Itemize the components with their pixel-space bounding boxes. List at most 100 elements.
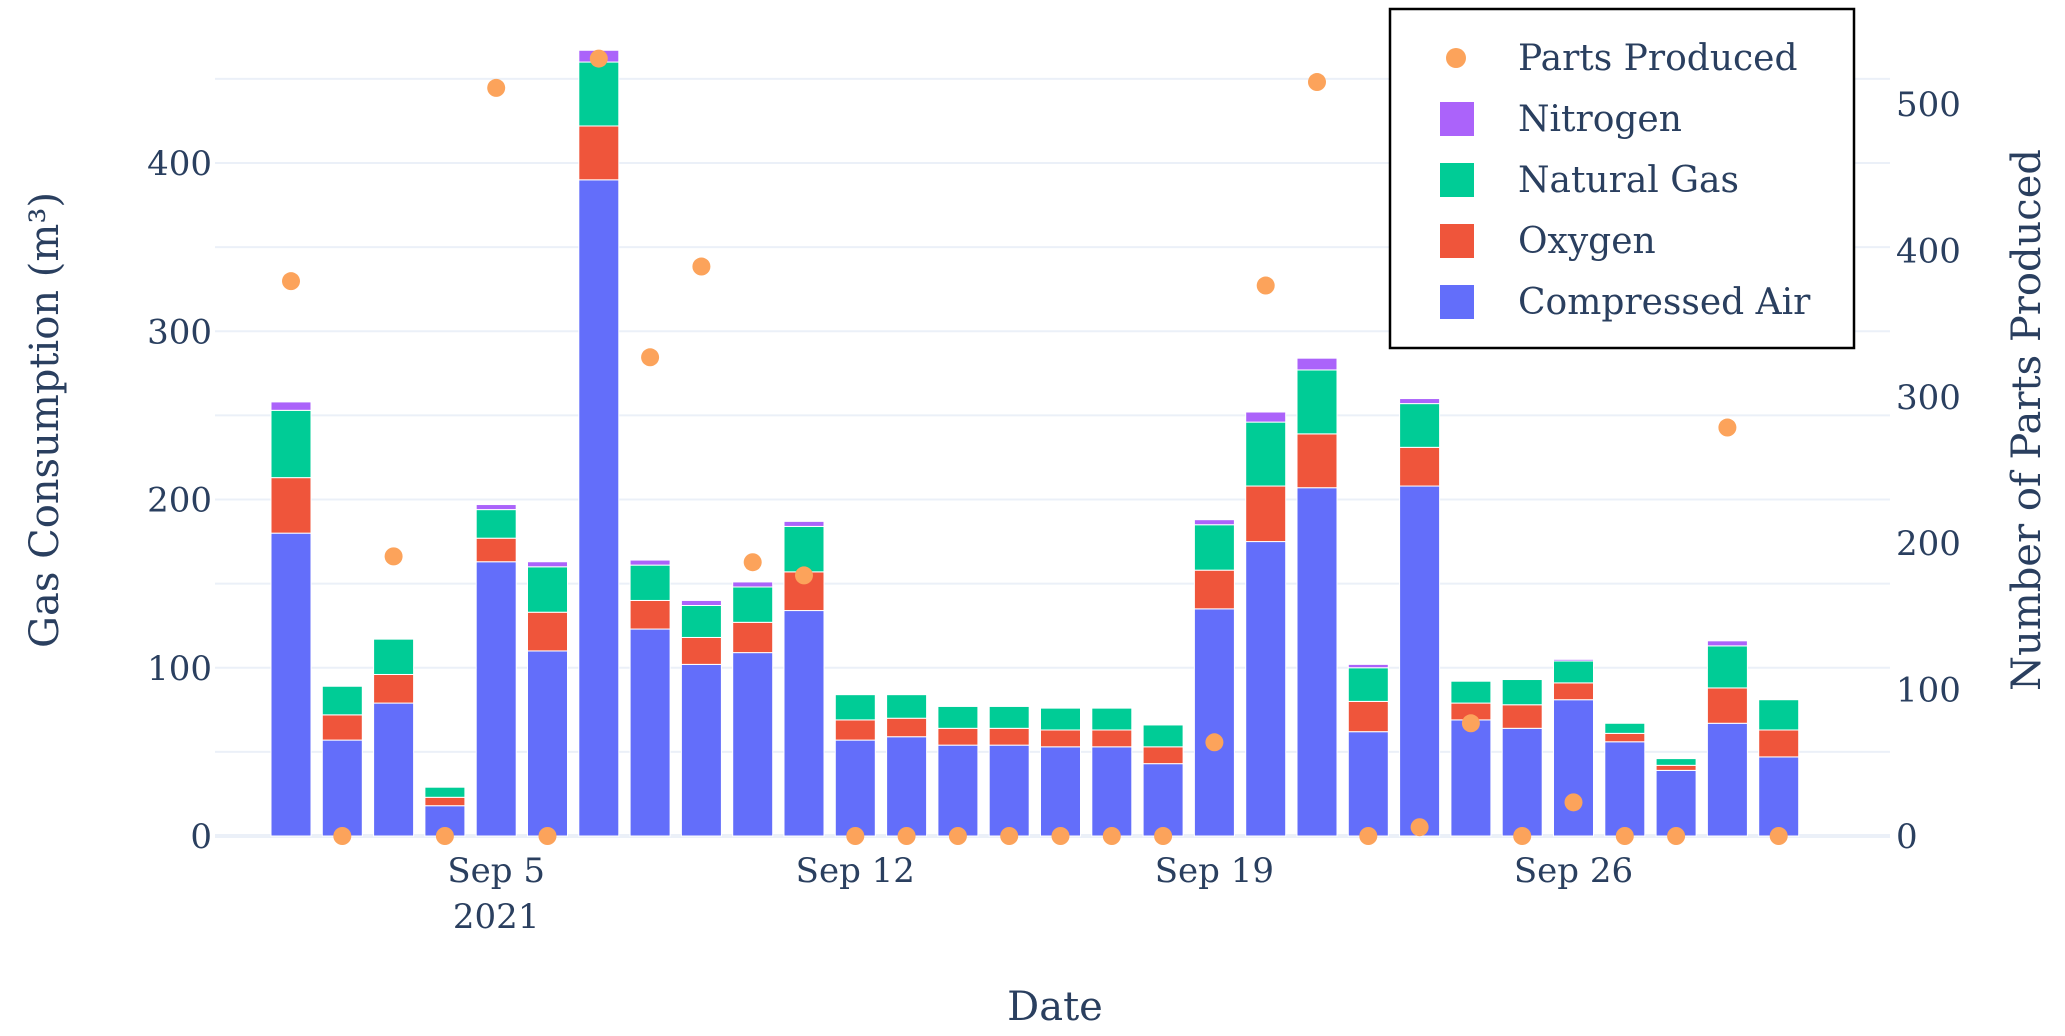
bar-nitrogen bbox=[270, 401, 312, 411]
bar-nitrogen bbox=[1347, 663, 1389, 669]
parts-produced-point bbox=[692, 257, 711, 276]
bar-nitrogen bbox=[629, 559, 671, 566]
parts-produced-point bbox=[1154, 827, 1173, 845]
parts-produced-point bbox=[1359, 827, 1378, 845]
bar-oxygen bbox=[475, 537, 517, 563]
y-tick-label: 200 bbox=[147, 481, 212, 521]
bar-oxygen bbox=[270, 477, 312, 534]
parts-produced-point bbox=[333, 827, 352, 845]
bar-oxygen bbox=[1040, 729, 1081, 748]
bar-oxygen bbox=[1142, 746, 1184, 765]
y2-axis-title: Number of Parts Produced bbox=[2004, 149, 2050, 691]
parts-produced-point bbox=[897, 827, 916, 845]
bar-nitrogen bbox=[1296, 357, 1338, 371]
bar-nitrogen bbox=[1193, 519, 1235, 526]
bar-oxygen bbox=[1553, 682, 1594, 701]
legend-swatch-compressed-air bbox=[1440, 285, 1474, 319]
y-tick-label: 300 bbox=[147, 312, 212, 352]
bar-natural-gas bbox=[1501, 679, 1543, 706]
parts-produced-point bbox=[1564, 793, 1583, 812]
legend-marker-parts-produced bbox=[1446, 48, 1466, 68]
parts-produced-point bbox=[795, 566, 813, 585]
bar-compressed-air bbox=[680, 663, 722, 837]
bar-compressed-air bbox=[578, 179, 620, 837]
bar-compressed-air bbox=[1091, 746, 1133, 837]
bar-natural-gas bbox=[373, 638, 415, 675]
bar-compressed-air bbox=[732, 652, 774, 837]
parts-produced-point bbox=[384, 547, 403, 566]
x-tick-label: Sep 5 bbox=[447, 851, 545, 891]
bar-natural-gas bbox=[1193, 524, 1235, 571]
bar-natural-gas bbox=[1142, 724, 1184, 748]
bar-oxygen bbox=[629, 599, 671, 630]
bar-oxygen bbox=[527, 611, 568, 652]
bar-oxygen bbox=[834, 719, 876, 741]
x-tick-sublabel: 2021 bbox=[453, 897, 540, 937]
parts-produced-point bbox=[1615, 827, 1634, 845]
bar-compressed-air bbox=[1553, 699, 1594, 837]
bar-compressed-air bbox=[886, 736, 928, 837]
scatter-layer bbox=[282, 49, 1788, 845]
bar-compressed-air bbox=[1706, 722, 1748, 837]
bar-natural-gas bbox=[732, 586, 774, 623]
parts-produced-point bbox=[846, 827, 865, 845]
bar-nitrogen bbox=[732, 581, 774, 588]
bar-compressed-air bbox=[783, 610, 825, 837]
bar-compressed-air bbox=[629, 628, 671, 837]
bar-compressed-air bbox=[321, 739, 363, 837]
bar-oxygen bbox=[680, 636, 722, 665]
bar-oxygen bbox=[937, 727, 979, 746]
legend-label: Parts Produced bbox=[1518, 38, 1798, 79]
parts-produced-point bbox=[1308, 73, 1326, 92]
y2-tick-label: 500 bbox=[1896, 85, 1961, 125]
bar-nitrogen bbox=[475, 504, 517, 511]
bar-natural-gas bbox=[680, 604, 722, 638]
y2-tick-label: 100 bbox=[1896, 671, 1961, 711]
bar-oxygen bbox=[424, 796, 466, 807]
y2-tick-label: 300 bbox=[1896, 378, 1961, 418]
bar-natural-gas bbox=[1296, 369, 1338, 435]
bar-natural-gas bbox=[937, 705, 979, 729]
legend-swatch-oxygen bbox=[1440, 224, 1474, 258]
bar-compressed-air bbox=[1296, 487, 1338, 837]
bar-compressed-air bbox=[527, 650, 568, 837]
bar-compressed-air bbox=[834, 739, 876, 837]
parts-produced-point bbox=[487, 78, 506, 97]
bar-oxygen bbox=[1604, 732, 1646, 743]
bar-compressed-air bbox=[988, 744, 1030, 837]
bar-natural-gas bbox=[270, 409, 312, 479]
bar-compressed-air bbox=[1655, 769, 1697, 837]
bar-natural-gas bbox=[629, 564, 671, 601]
bar-natural-gas bbox=[1040, 707, 1081, 731]
bar-oxygen bbox=[1245, 485, 1287, 543]
parts-produced-point bbox=[435, 827, 454, 845]
legend-label: Compressed Air bbox=[1518, 282, 1811, 323]
parts-produced-point bbox=[1667, 827, 1686, 845]
bar-compressed-air bbox=[1758, 756, 1800, 837]
bar-natural-gas bbox=[1450, 680, 1492, 704]
legend-label: Natural Gas bbox=[1518, 160, 1739, 201]
bar-oxygen bbox=[1758, 729, 1800, 758]
bar-compressed-air bbox=[937, 744, 979, 837]
parts-produced-point bbox=[538, 827, 557, 845]
bar-oxygen bbox=[1296, 433, 1338, 489]
bar-compressed-air bbox=[1450, 719, 1492, 837]
bar-natural-gas bbox=[527, 566, 568, 613]
legend-swatch-nitrogen bbox=[1440, 102, 1474, 136]
bars-layer bbox=[270, 49, 1800, 837]
bar-compressed-air bbox=[270, 532, 312, 837]
bar-natural-gas bbox=[834, 694, 876, 721]
bar-oxygen bbox=[988, 727, 1030, 746]
bar-nitrogen bbox=[680, 599, 722, 606]
bar-natural-gas bbox=[1553, 660, 1594, 684]
y-axis-title: Gas Consumption (m³) bbox=[22, 192, 68, 648]
x-tick-label: Sep 26 bbox=[1514, 851, 1633, 891]
x-tick-label: Sep 19 bbox=[1155, 851, 1274, 891]
parts-produced-point bbox=[1513, 827, 1532, 845]
parts-produced-point bbox=[1102, 827, 1121, 845]
bar-natural-gas bbox=[1399, 403, 1441, 448]
bar-natural-gas bbox=[578, 61, 620, 127]
bar-natural-gas bbox=[1604, 722, 1646, 734]
bar-natural-gas bbox=[1706, 645, 1748, 689]
